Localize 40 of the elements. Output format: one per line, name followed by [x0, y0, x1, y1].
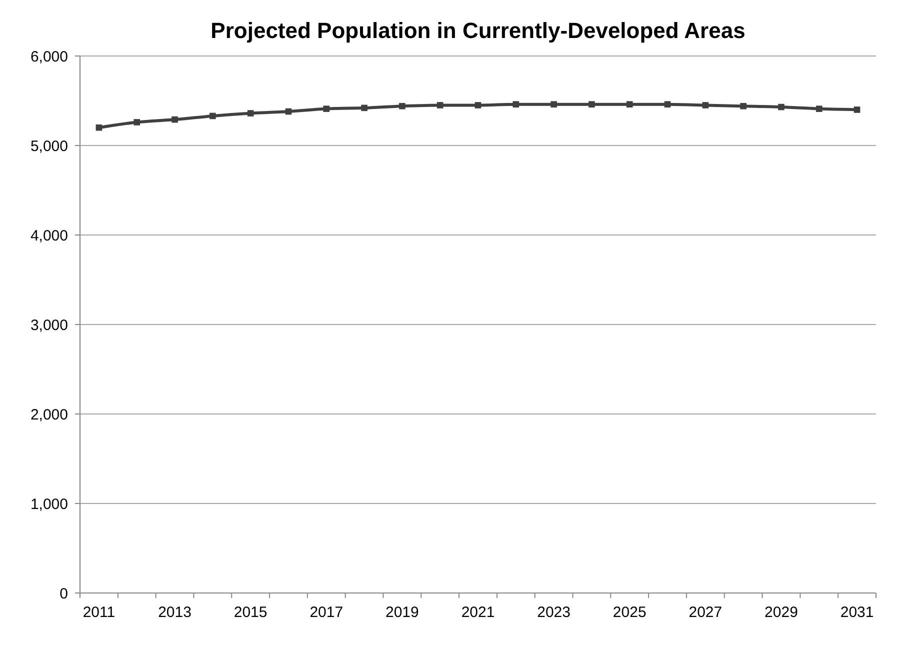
point: [702, 102, 709, 108]
y-tick-label: 6,000: [30, 48, 68, 66]
y-tick-label: 1,000: [30, 496, 68, 513]
point: [588, 101, 595, 108]
point: [361, 104, 368, 112]
point: [474, 102, 482, 108]
y-tick-label: 2,000: [30, 406, 68, 424]
point: [740, 102, 746, 110]
point: [399, 102, 406, 110]
x-tick-label: 2023: [537, 604, 570, 621]
point: [550, 101, 557, 108]
x-tick-label: 2021: [461, 604, 495, 621]
point: [816, 106, 822, 112]
point: [172, 116, 178, 123]
x-tick-label: 2017: [310, 604, 344, 621]
x-tick-label: 2015: [234, 604, 268, 621]
y-tick-label: 5,000: [30, 138, 68, 155]
point: [323, 106, 330, 112]
point: [626, 101, 633, 108]
chart-title: Projected Population in Currently-Developed Areas: [210, 18, 746, 43]
y-tick-label: 3,000: [30, 316, 68, 334]
point: [664, 101, 671, 108]
point: [778, 104, 784, 110]
point: [436, 102, 444, 108]
point: [854, 106, 860, 113]
x-tick-label: 2029: [764, 604, 798, 621]
point: [210, 112, 216, 120]
point: [285, 108, 292, 115]
y-tick-label: 0: [60, 585, 68, 602]
x-tick-label: 2013: [158, 604, 192, 621]
point: [134, 119, 140, 126]
x-tick-label: 2031: [840, 604, 874, 621]
y-tick-label: 4,000: [30, 227, 68, 244]
point: [96, 124, 102, 131]
point: [247, 110, 254, 116]
x-tick-label: 2019: [386, 604, 419, 621]
x-tick-label: 2025: [612, 604, 646, 621]
point: [512, 101, 520, 108]
x-tick-label: 2011: [82, 604, 116, 621]
x-tick-label: 2027: [688, 604, 722, 621]
